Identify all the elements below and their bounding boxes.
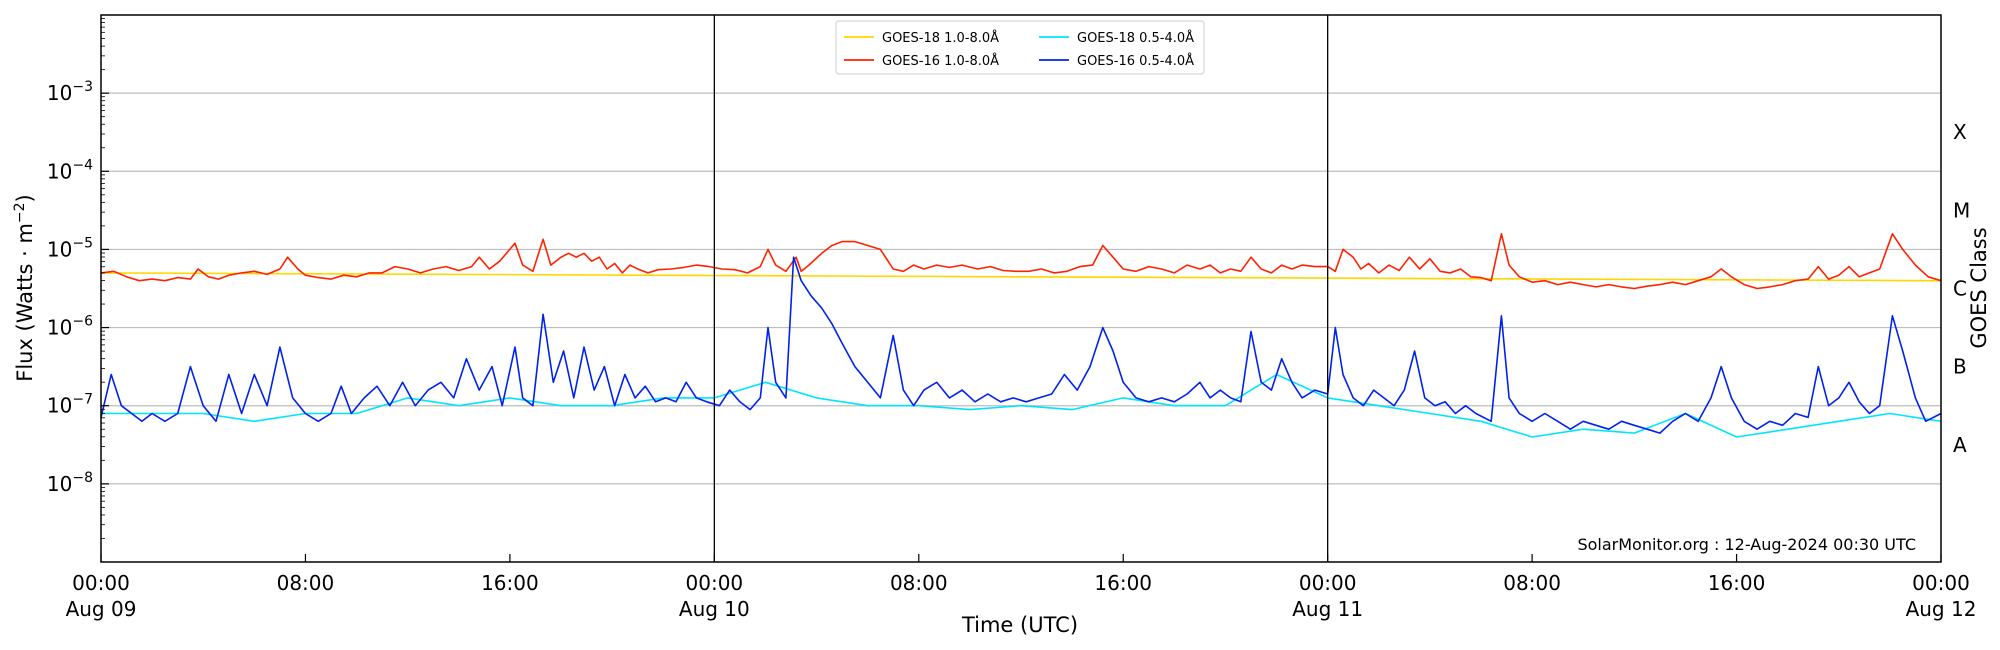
plot-frame	[100, 14, 1942, 563]
series-lines	[100, 233, 1942, 438]
y-tick-label: 10−6	[47, 314, 93, 340]
legend-box	[835, 20, 1205, 75]
y-tick-label: 10−8	[47, 470, 93, 496]
y-tick-label: 10−7	[47, 392, 93, 418]
goes-class-label: A	[1953, 433, 1967, 457]
legend-label: GOES-16 0.5-4.0Å	[1077, 53, 1194, 69]
x-tick-label: 00:00	[1299, 571, 1357, 595]
legend-label: GOES-18 0.5-4.0Å	[1077, 30, 1194, 46]
x-tick-date-label: Aug 12	[1906, 597, 1977, 621]
y-tick-label: 10−3	[47, 79, 93, 105]
y-axis-ticks: 10−8 10−7 10−6 10−5 10−4 10−3	[47, 18, 109, 539]
y-axis-title: Flux (Watts · m−2)	[12, 194, 37, 382]
day-boundary-lines	[713, 15, 1329, 562]
legend: GOES-18 1.0-8.0Å GOES-16 1.0-8.0Å GOES-18 …	[835, 20, 1205, 75]
legend-label: GOES-16 1.0-8.0Å	[882, 53, 999, 69]
goes-class-label: C	[1953, 277, 1967, 301]
goes-class-label: M	[1953, 198, 1970, 222]
x-tick-label: 08:00	[890, 571, 948, 595]
x-tick-label: 00:00	[72, 571, 130, 595]
goes-class-labels: A B C M X	[1953, 120, 1970, 457]
x-tick-label: 16:00	[1094, 571, 1152, 595]
series-line-3	[100, 256, 1942, 434]
series-line-2	[101, 373, 1942, 438]
x-tick-label: 08:00	[277, 571, 335, 595]
legend-label: GOES-18 1.0-8.0Å	[882, 30, 999, 46]
y-tick-label: 10−5	[47, 235, 93, 261]
x-tick-date-label: Aug 11	[1292, 597, 1363, 621]
credit-annotation: SolarMonitor.org : 12-Aug-2024 00:30 UTC	[1577, 535, 1916, 554]
series-line-0	[100, 272, 1942, 282]
x-axis-title: Time (UTC)	[961, 613, 1078, 637]
series-line-1	[100, 233, 1942, 290]
x-tick-date-label: Aug 10	[679, 597, 750, 621]
goes-class-label: B	[1953, 355, 1967, 379]
goes-class-label: X	[1953, 120, 1967, 144]
x-tick-label: 16:00	[481, 571, 539, 595]
x-tick-label: 00:00	[686, 571, 744, 595]
y-tick-label: 10−4	[47, 157, 93, 183]
x-tick-label: 16:00	[1708, 571, 1766, 595]
x-tick-label: 08:00	[1503, 571, 1561, 595]
x-tick-label: 00:00	[1912, 571, 1970, 595]
x-tick-date-label: Aug 09	[66, 597, 137, 621]
right-axis-title: GOES Class	[1967, 227, 1991, 348]
